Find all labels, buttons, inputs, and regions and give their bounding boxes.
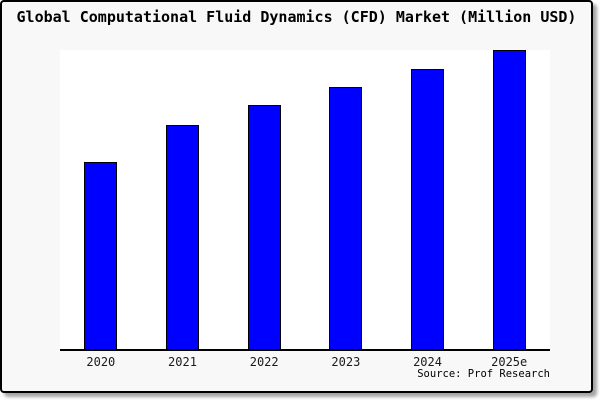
bar-2024 [411,69,445,349]
x-tick-label-2025e: 2025e [491,355,528,369]
bar-slot [305,50,387,349]
bar-2023 [329,87,363,349]
chart-title: Global Computational Fluid Dynamics (CFD… [16,8,577,26]
x-tick-label-2024: 2024 [413,355,442,369]
bar-2025e [492,50,526,349]
x-tick-label-2020: 2020 [86,355,116,369]
bar-slot [142,50,224,349]
bar-2022 [247,105,281,349]
bars [60,50,550,349]
bar-slot [468,50,550,349]
plot-area [60,50,550,351]
bar-2021 [166,124,199,349]
bar-slot [223,50,305,349]
x-tick-label-2022: 2022 [249,355,279,369]
bar-slot [387,50,469,349]
x-axis-labels: 2020 2021 2022 2023 2024 2025e [60,355,550,369]
source-attribution: Source: Prof Research [417,368,550,380]
chart-frame: Global Computational Fluid Dynamics (CFD… [0,0,593,393]
x-tick-label-2021: 2021 [168,355,197,369]
x-tick-label-2023: 2023 [331,355,361,369]
bar-2020 [84,162,118,349]
bar-slot [60,50,142,349]
